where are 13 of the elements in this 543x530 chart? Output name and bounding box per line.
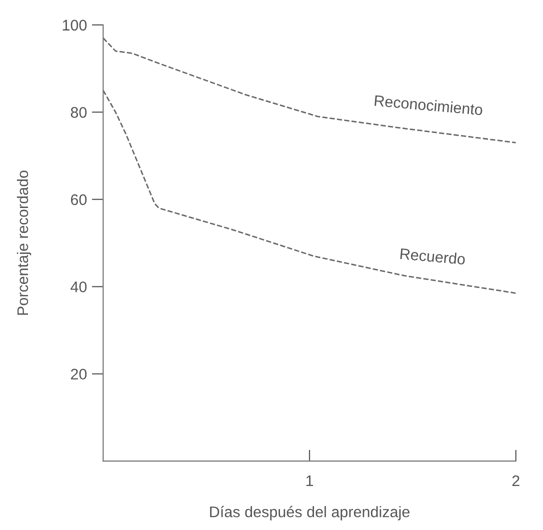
series-label: Reconocimiento: [374, 94, 483, 116]
y-tick-label: 60: [70, 194, 87, 206]
series-label: Recuerdo: [400, 248, 466, 265]
line-series: [103, 90, 516, 294]
y-tick-label: 20: [70, 368, 87, 380]
x-axis-title: Días después del aprendizaje: [210, 506, 410, 520]
x-tick-label: 2: [512, 475, 520, 486]
y-axis-title: Porcentaje recordado: [16, 170, 32, 315]
y-tick-label: 40: [70, 281, 87, 292]
line-series: [103, 37, 516, 144]
x-tick-label: 1: [306, 476, 314, 486]
y-tick-label: 80: [70, 107, 87, 118]
y-tick-label: 100: [62, 20, 87, 31]
